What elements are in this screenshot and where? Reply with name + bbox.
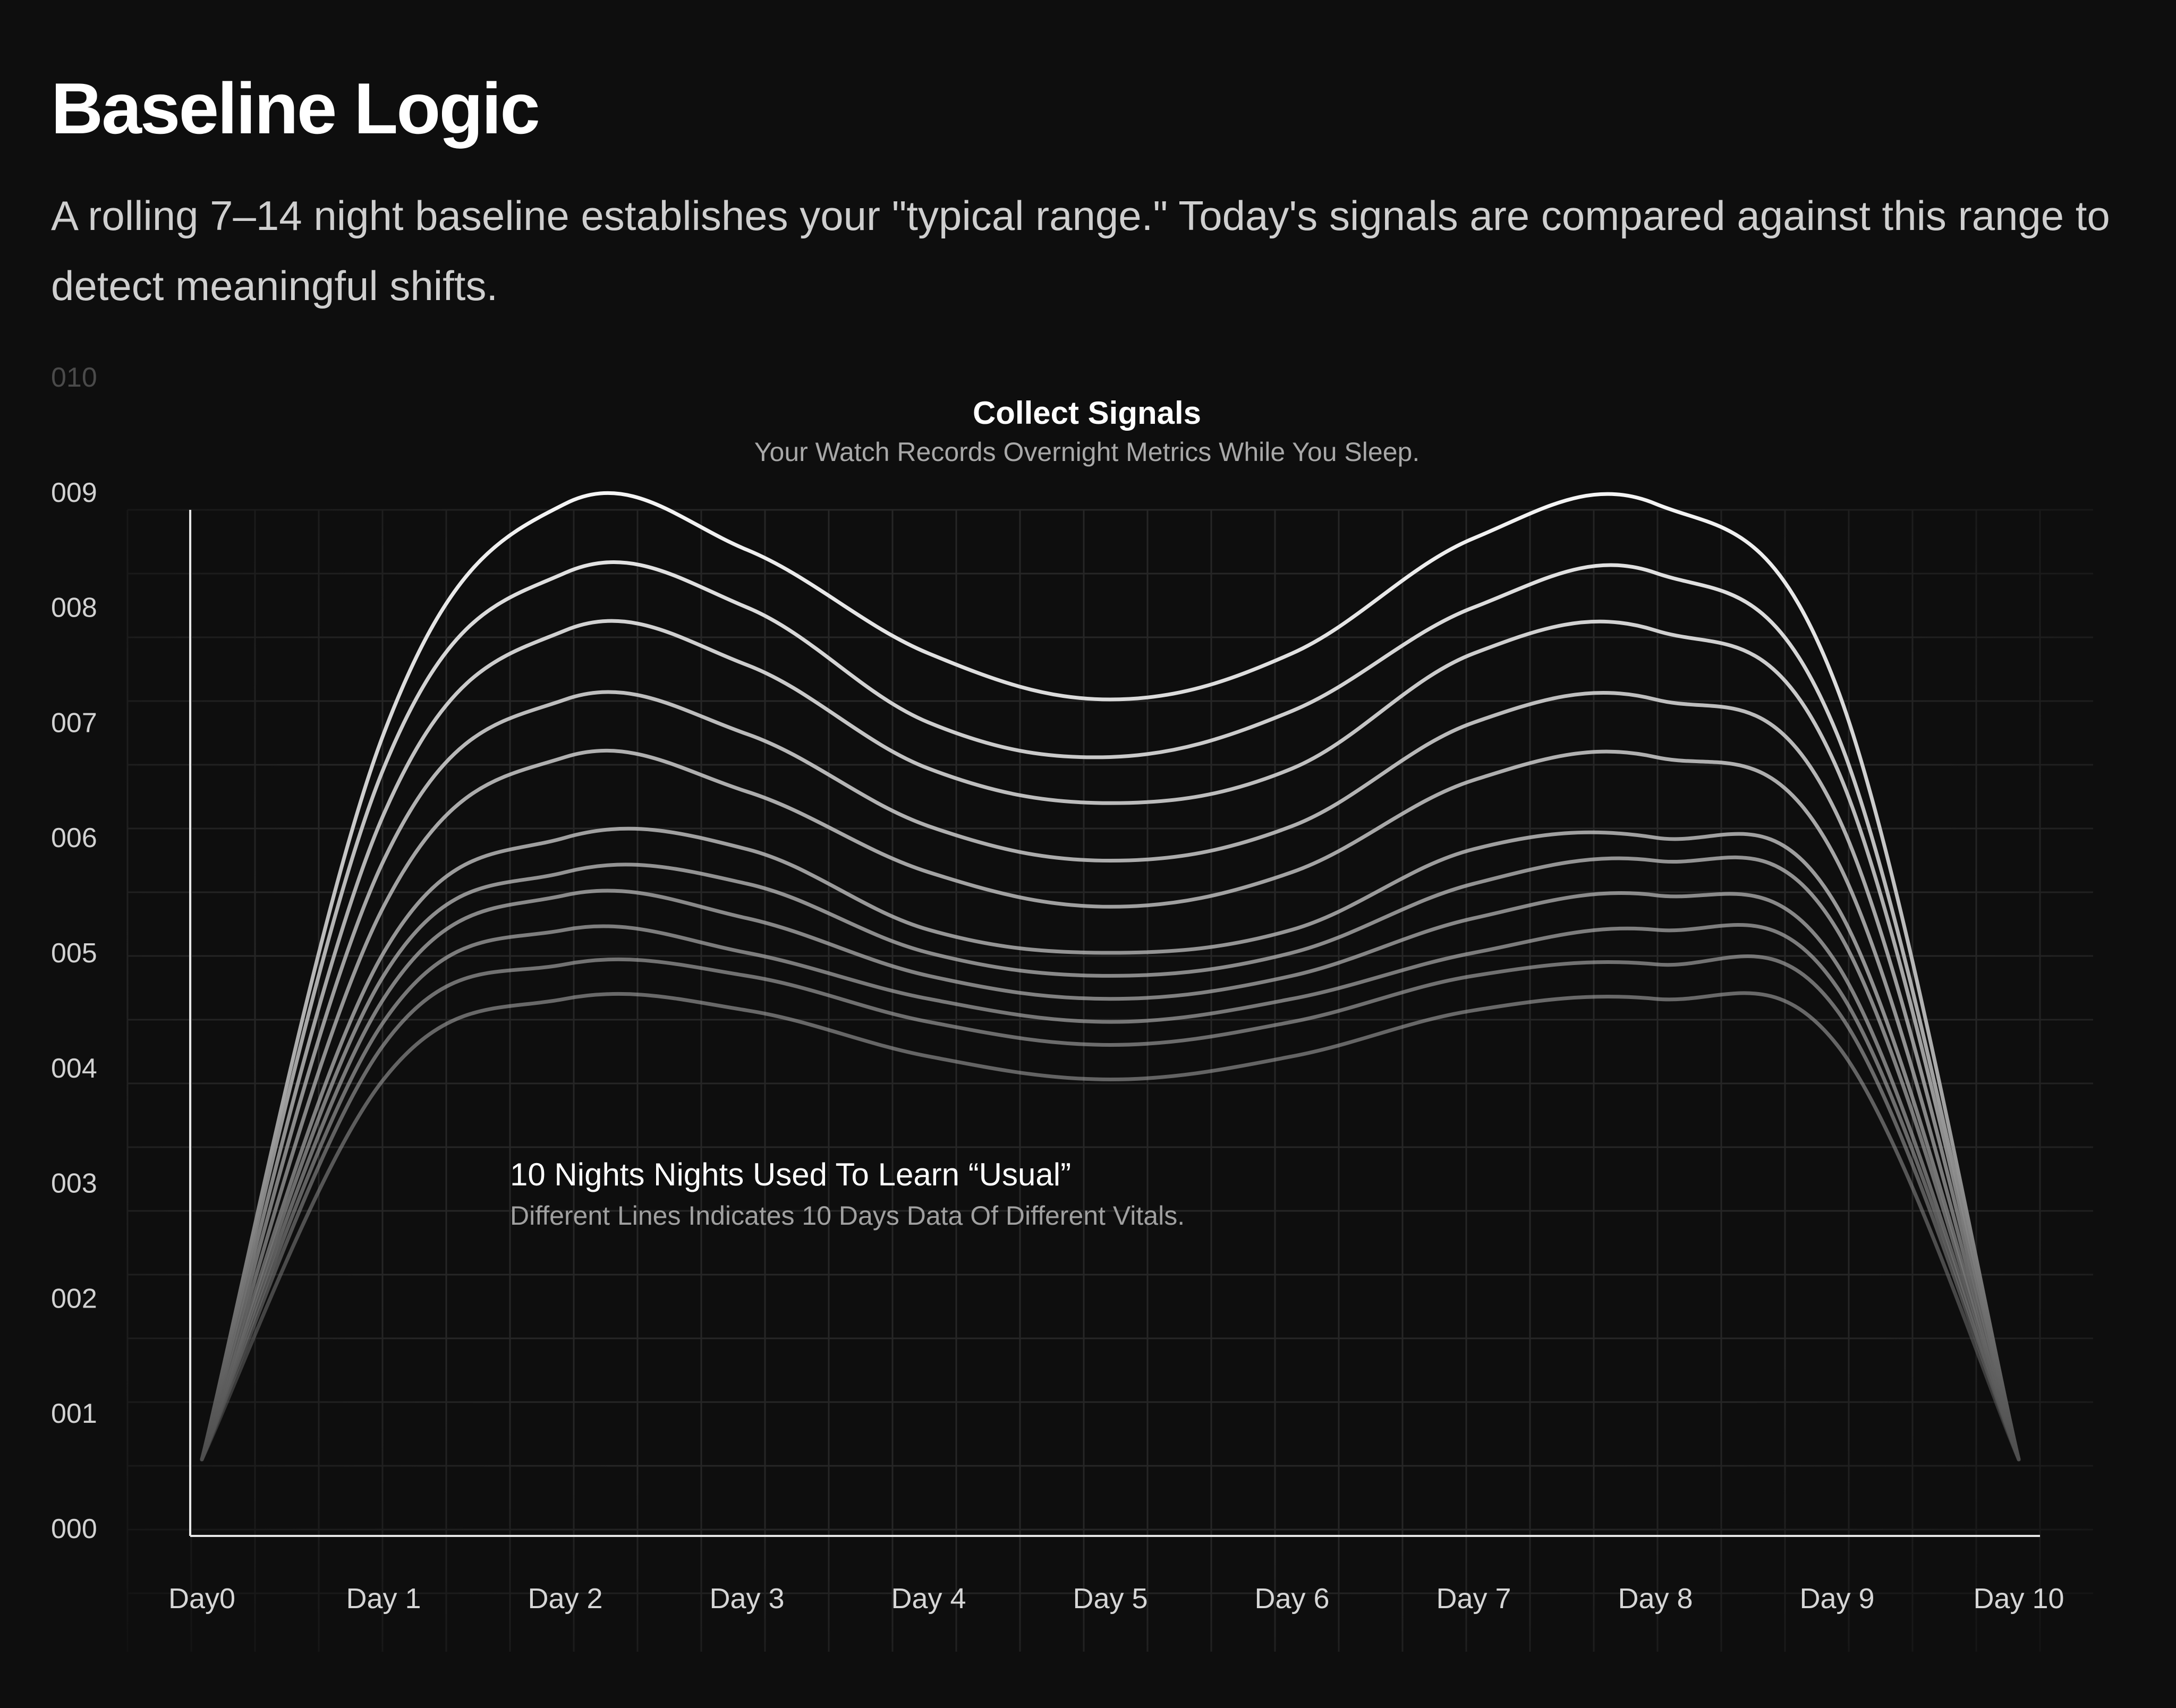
series-line	[200, 491, 2021, 1462]
y-tick-label: 001	[51, 1398, 97, 1429]
series-line	[200, 889, 2021, 1462]
series-line	[200, 855, 2021, 1462]
annotation-title: 10 Nights Nights Used To Learn “Usual”	[510, 1157, 1071, 1192]
x-tick-label: Day 6	[1254, 1583, 1329, 1615]
chart-title: Collect Signals	[973, 395, 1201, 431]
series-line	[200, 954, 2021, 1462]
x-tick-label: Day 3	[709, 1583, 784, 1615]
x-tick-label: Day 1	[346, 1583, 421, 1615]
y-tick-label: 000	[51, 1514, 97, 1544]
x-tick-label: Day 7	[1436, 1583, 1511, 1615]
series-line	[200, 560, 2021, 1462]
y-tick-label: 006	[51, 823, 97, 853]
y-tick-label: 002	[51, 1283, 97, 1314]
page-description: A rolling 7–14 night baseline establishe…	[51, 192, 2110, 309]
series-line	[200, 923, 2021, 1462]
chart-subtitle: Your Watch Records Overnight Metrics Whi…	[754, 437, 1420, 467]
series-line	[200, 619, 2021, 1462]
x-tick-label: Day 9	[1799, 1583, 1874, 1615]
y-tick-label: 007	[51, 707, 97, 738]
x-tick-labels: Day0 Day 1 Day 2 Day 3 Day 4 Day 5 Day 6 Day 7 D…	[168, 1583, 2064, 1615]
series-line	[200, 991, 2021, 1462]
x-tick-label: Day 8	[1618, 1583, 1693, 1615]
y-tick-label: 009	[51, 477, 97, 508]
y-tick-labels: 000 001 002 003 004 005 006 007 008 009 010	[51, 362, 97, 1544]
y-tick-label: 010	[51, 362, 97, 393]
x-tick-label: Day 4	[891, 1583, 966, 1615]
series-line	[200, 826, 2021, 1462]
annotation-subtitle: Different Lines Indicates 10 Days Data O…	[510, 1201, 1185, 1231]
y-tick-label: 003	[51, 1168, 97, 1199]
series-line	[200, 690, 2021, 1462]
y-tick-label: 008	[51, 593, 97, 624]
y-tick-label: 004	[51, 1053, 97, 1084]
x-tick-label: Day 10	[1973, 1583, 2064, 1615]
chart-axes	[189, 510, 2040, 1537]
series-line	[200, 748, 2021, 1462]
x-tick-label: Day0	[168, 1583, 235, 1615]
y-tick-label: 005	[51, 938, 97, 969]
chart-series	[200, 491, 2021, 1462]
x-tick-label: Day 5	[1073, 1583, 1148, 1615]
x-tick-label: Day 2	[528, 1583, 602, 1615]
page-title: Baseline Logic	[51, 68, 540, 149]
